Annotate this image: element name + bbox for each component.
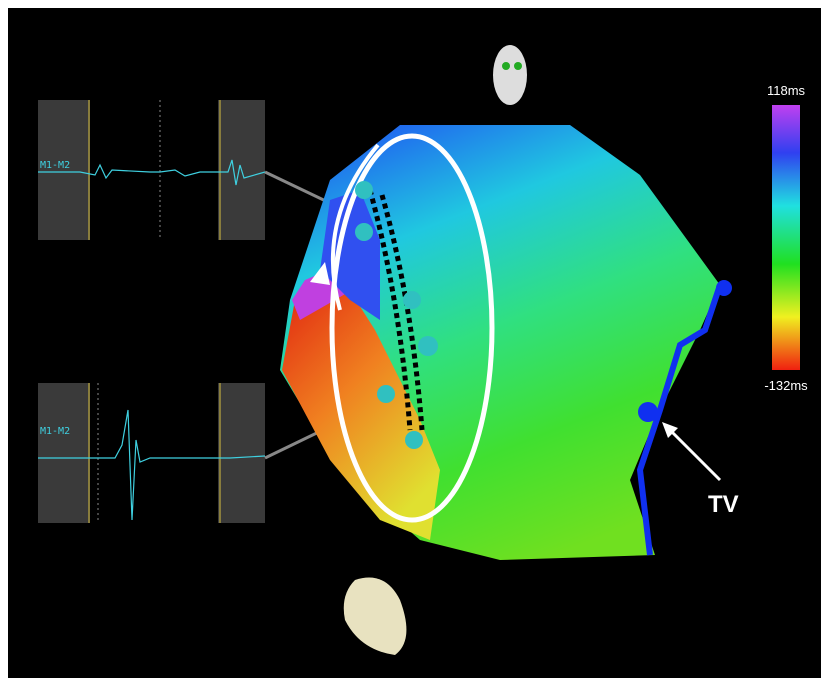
egm-label: M1-M2: [40, 160, 70, 171]
orientation-eye: [514, 62, 522, 70]
egm-label: M1-M2: [40, 426, 70, 437]
valve-marker: [716, 280, 732, 296]
panel-block: [38, 383, 90, 523]
annotation-label: TV: [708, 491, 739, 518]
colorbar-min: -132ms: [764, 378, 808, 393]
mapping-screenshot: M1-M2 M1-M2 118ms -132ms TV: [0, 0, 829, 685]
page: M1-M2 M1-M2 118ms -132ms TV (() => { con…: [0, 0, 829, 685]
panel-block: [218, 383, 265, 523]
orientation-eye: [502, 62, 510, 70]
valve-marker: [638, 402, 658, 422]
colorbar-max: 118ms: [767, 83, 806, 98]
colorbar: [772, 105, 800, 370]
orientation-head: [493, 45, 527, 105]
